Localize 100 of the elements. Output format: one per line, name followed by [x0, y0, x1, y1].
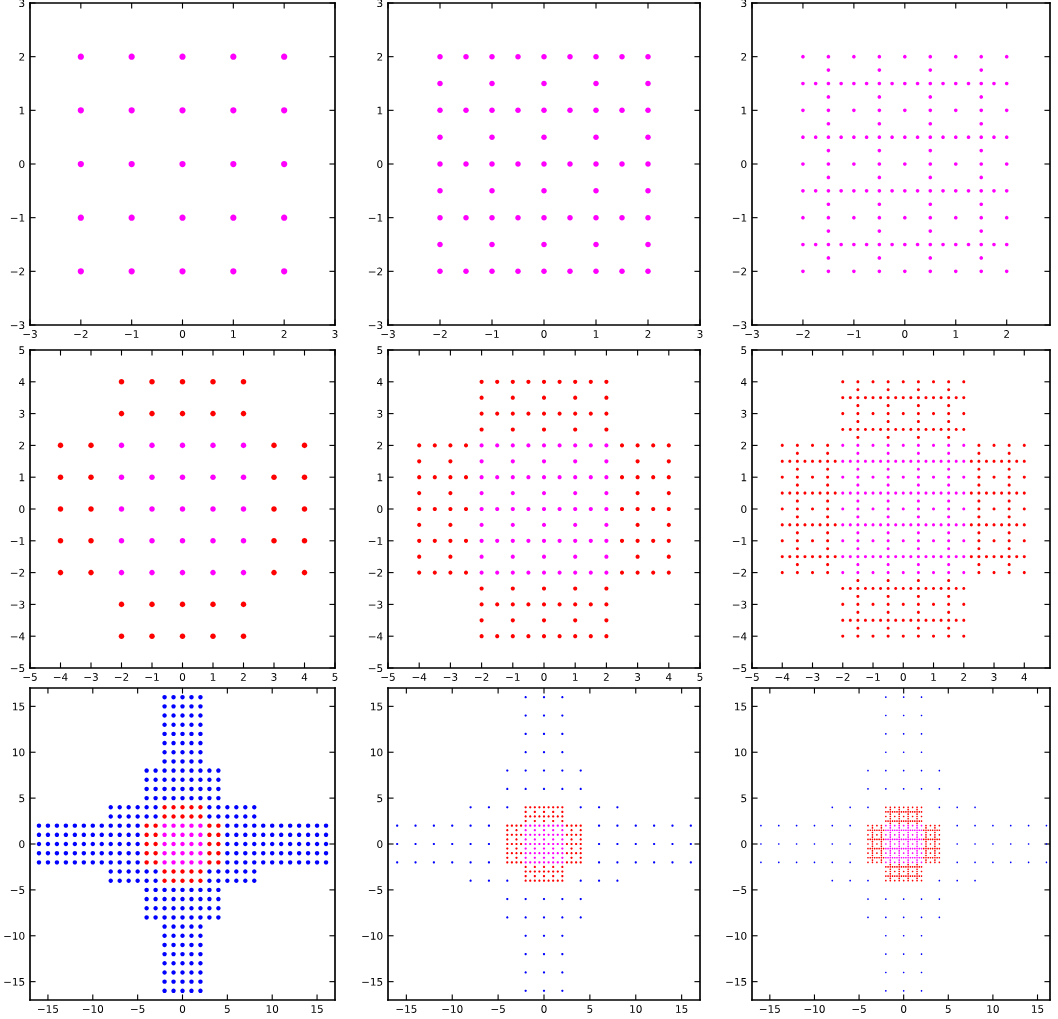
x-tick-label: 1	[231, 330, 236, 338]
x-tick-label: −1	[866, 673, 880, 681]
y-tick-label: 2	[19, 441, 25, 450]
y-tick-label: −5	[368, 664, 383, 673]
x-tick-label: 2	[281, 330, 287, 338]
point	[162, 823, 167, 828]
x-tick-label: −2	[475, 673, 489, 681]
y-tick-label: 15	[371, 702, 383, 711]
x-tick-label: 5	[697, 673, 703, 681]
point	[271, 538, 277, 544]
x-tick-label: −2	[114, 673, 129, 681]
point	[57, 474, 64, 480]
point	[77, 268, 84, 275]
y-tick-label: 0	[19, 505, 25, 514]
y-tick-label: −10	[362, 931, 383, 940]
y-tick-label: 4	[19, 378, 25, 386]
y-tick-label: 4	[377, 378, 383, 386]
x-tick-label: −2	[796, 330, 810, 338]
y-tick-label: 1	[377, 106, 383, 115]
x-tick-label: −3	[443, 673, 458, 681]
x-tick-label: 5	[224, 1005, 230, 1013]
point	[271, 569, 277, 576]
point	[198, 850, 203, 856]
y-tick-label: 3	[377, 409, 383, 418]
point	[162, 869, 167, 874]
x-tick-label: 15	[311, 1005, 323, 1013]
point	[210, 601, 216, 608]
x-tick-label: −1	[145, 673, 159, 681]
point	[189, 814, 194, 819]
y-tick-label: −4	[732, 632, 747, 641]
point	[149, 410, 155, 417]
x-tick-label: 0	[541, 1005, 547, 1013]
point	[179, 214, 186, 221]
point	[179, 506, 186, 512]
y-tick-label: 0	[19, 160, 25, 169]
point	[180, 860, 185, 865]
x-tick-label: −4	[53, 673, 68, 681]
point	[88, 474, 94, 480]
point	[207, 860, 212, 865]
x-tick-label: 0	[179, 1005, 186, 1013]
x-tick-label: 4	[1021, 673, 1028, 681]
y-tick-label: 10	[371, 748, 383, 757]
y-tick-label: 1	[19, 106, 25, 115]
x-tick-label: −15	[759, 1005, 780, 1013]
point	[128, 107, 135, 114]
point	[162, 860, 167, 865]
point	[162, 814, 167, 819]
x-tick-label: 0	[179, 330, 186, 338]
point	[230, 160, 237, 168]
x-tick-label: 5	[587, 1005, 593, 1013]
y-tick-label: −10	[4, 931, 25, 940]
x-tick-label: 3	[332, 330, 338, 338]
point	[198, 860, 203, 865]
y-tick-label: 10	[735, 748, 747, 757]
x-tick-label: −3	[805, 673, 820, 681]
x-tick-label: 2	[961, 673, 967, 681]
point	[210, 633, 216, 639]
y-tick-label: 15	[735, 702, 747, 711]
point	[118, 379, 125, 385]
x-tick-label: −10	[442, 1005, 463, 1013]
y-tick-label: 3	[741, 409, 747, 418]
y-tick-label: −1	[368, 537, 383, 545]
point	[77, 214, 84, 221]
point	[144, 850, 149, 856]
point	[216, 850, 221, 856]
point	[57, 538, 64, 544]
point	[171, 805, 176, 810]
x-tick-label: −15	[38, 1005, 59, 1013]
point	[301, 506, 308, 512]
point	[230, 268, 237, 275]
y-tick-label: −15	[4, 978, 25, 986]
point	[57, 569, 64, 576]
y-tick-label: −5	[10, 664, 25, 673]
y-tick-label: −15	[726, 978, 747, 986]
point	[198, 805, 203, 810]
point	[171, 814, 176, 819]
point	[88, 569, 94, 576]
point	[240, 474, 247, 480]
point	[153, 823, 158, 828]
x-tick-label: −15	[396, 1005, 417, 1013]
point	[162, 832, 167, 838]
x-tick-label: 5	[945, 1005, 951, 1013]
point	[171, 850, 176, 856]
point	[189, 850, 194, 856]
y-tick-label: 0	[377, 505, 383, 514]
y-tick-label: −10	[726, 931, 747, 940]
point	[149, 569, 155, 576]
y-tick-label: 3	[19, 409, 25, 418]
y-tick-label: −5	[10, 886, 25, 894]
x-tick-label: 3	[991, 673, 997, 681]
point	[144, 832, 149, 838]
y-tick-label: −1	[732, 537, 747, 545]
point	[189, 878, 194, 883]
x-tick-label: 1	[953, 330, 959, 338]
point	[189, 869, 194, 874]
point	[153, 860, 158, 865]
point	[144, 841, 149, 847]
point	[88, 506, 94, 512]
y-tick-label: −5	[368, 886, 383, 894]
y-tick-label: 5	[377, 794, 383, 803]
